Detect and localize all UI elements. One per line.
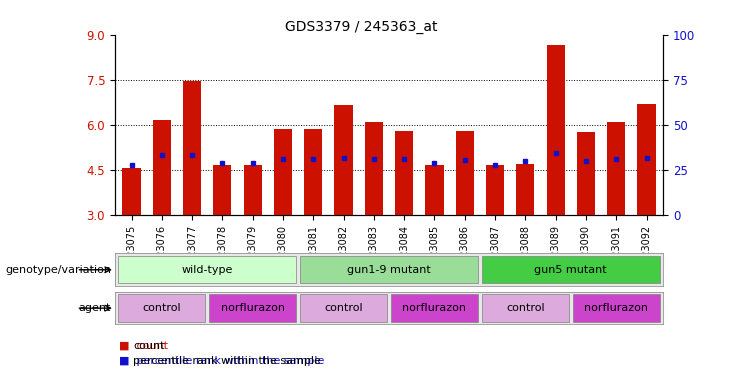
Bar [516, 164, 534, 215]
Text: ■  count: ■ count [119, 341, 167, 351]
Text: percentile rank within the sample: percentile rank within the sample [133, 356, 322, 366]
Text: norflurazon: norflurazon [221, 303, 285, 313]
Bar [300, 295, 388, 322]
Bar [456, 131, 473, 215]
Bar [118, 295, 205, 322]
Text: norflurazon: norflurazon [584, 303, 648, 313]
Bar [122, 169, 141, 215]
Bar [425, 166, 444, 215]
Text: control: control [142, 303, 181, 313]
Bar [482, 256, 660, 283]
Bar [209, 295, 296, 322]
Title: GDS3379 / 245363_at: GDS3379 / 245363_at [285, 20, 438, 33]
Bar [183, 81, 202, 215]
Bar [547, 45, 565, 215]
Bar [573, 295, 660, 322]
Bar [118, 256, 296, 283]
Bar [576, 132, 595, 215]
Bar [391, 295, 478, 322]
Bar [334, 105, 353, 215]
Bar [244, 166, 262, 215]
Bar [213, 166, 231, 215]
Bar [607, 122, 625, 215]
Text: wild-type: wild-type [182, 265, 233, 275]
Bar [365, 122, 383, 215]
Text: genotype/variation: genotype/variation [5, 265, 111, 275]
Bar [482, 295, 569, 322]
Bar [305, 129, 322, 215]
Bar [300, 256, 478, 283]
Text: control: control [325, 303, 363, 313]
Text: agent: agent [79, 303, 111, 313]
Text: control: control [506, 303, 545, 313]
Bar [486, 166, 504, 215]
Text: norflurazon: norflurazon [402, 303, 467, 313]
Text: ■  percentile rank within the sample: ■ percentile rank within the sample [119, 356, 324, 366]
Bar [395, 131, 413, 215]
Bar [153, 120, 171, 215]
Text: count: count [133, 341, 165, 351]
Bar [637, 104, 656, 215]
Text: gun5 mutant: gun5 mutant [534, 265, 607, 275]
Text: gun1-9 mutant: gun1-9 mutant [347, 265, 431, 275]
Bar [274, 129, 292, 215]
